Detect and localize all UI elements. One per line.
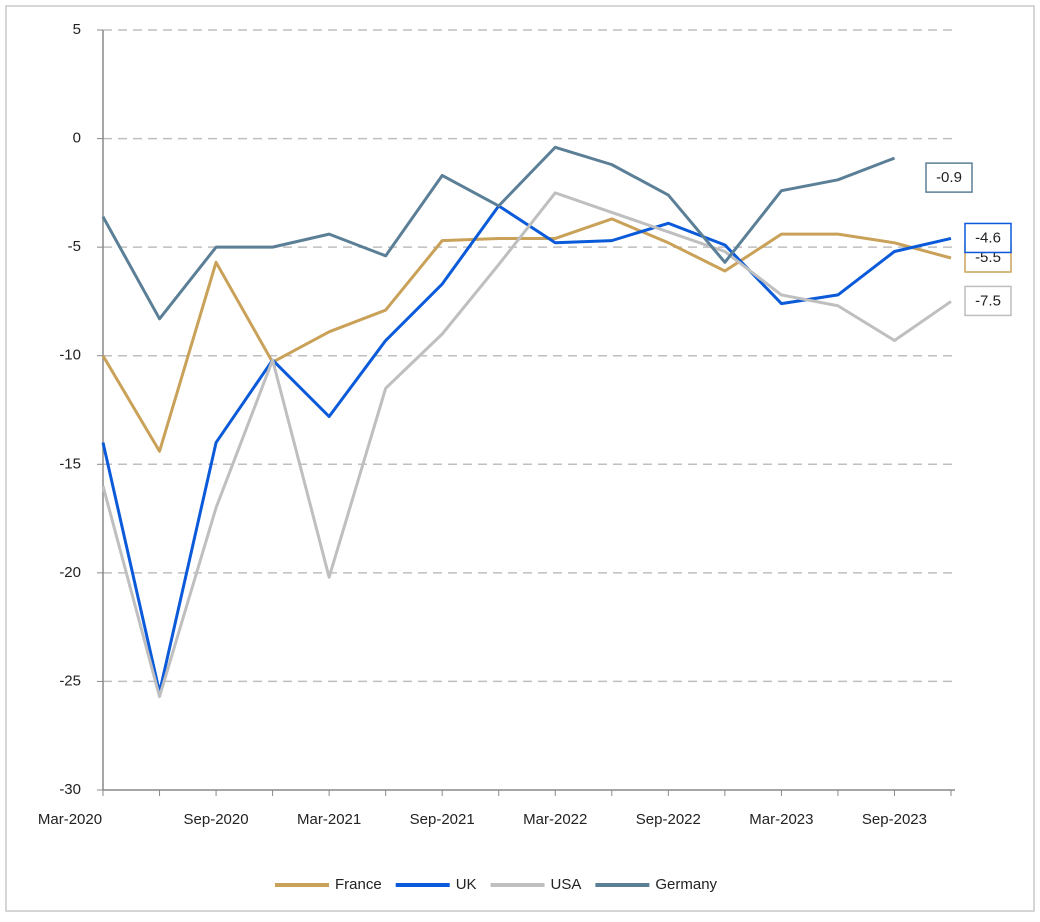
x-tick-label: Sep-2021 bbox=[410, 811, 475, 828]
end-label-box bbox=[964, 285, 1012, 317]
x-tick-label: Mar-2020 bbox=[38, 811, 102, 828]
x-tick-label: Sep-2023 bbox=[862, 811, 927, 828]
y-tick-label: -30 bbox=[59, 781, 81, 798]
y-tick-label: 5 bbox=[73, 21, 81, 38]
y-tick-label: -15 bbox=[59, 455, 81, 472]
series-line bbox=[101, 145, 896, 321]
chart-border bbox=[5, 5, 1035, 912]
series-line bbox=[101, 204, 952, 694]
legend-label: UK bbox=[456, 876, 477, 893]
legend-label: France bbox=[335, 876, 382, 893]
series-line bbox=[101, 191, 952, 699]
x-tick-label: Mar-2022 bbox=[523, 811, 587, 828]
end-label-box bbox=[964, 222, 1012, 254]
end-label: -5.5 bbox=[975, 249, 1001, 266]
end-label: -0.9 bbox=[936, 169, 962, 186]
series-line bbox=[101, 217, 952, 453]
x-tick-label: Sep-2022 bbox=[636, 811, 701, 828]
y-tick-label: 0 bbox=[73, 130, 81, 147]
end-label-box bbox=[925, 162, 973, 193]
legend-label: Germany bbox=[655, 876, 717, 893]
y-tick-label: -10 bbox=[59, 347, 81, 364]
end-label: -7.5 bbox=[975, 292, 1001, 309]
x-tick-label: Mar-2021 bbox=[297, 811, 361, 828]
legend-label: USA bbox=[551, 876, 582, 893]
y-tick-label: -25 bbox=[59, 672, 81, 689]
x-tick-label: Mar-2023 bbox=[749, 811, 813, 828]
end-label: -4.6 bbox=[975, 229, 1001, 246]
y-tick-label: -5 bbox=[68, 238, 81, 255]
x-tick-label: Sep-2020 bbox=[184, 811, 249, 828]
y-tick-label: -20 bbox=[59, 564, 81, 581]
